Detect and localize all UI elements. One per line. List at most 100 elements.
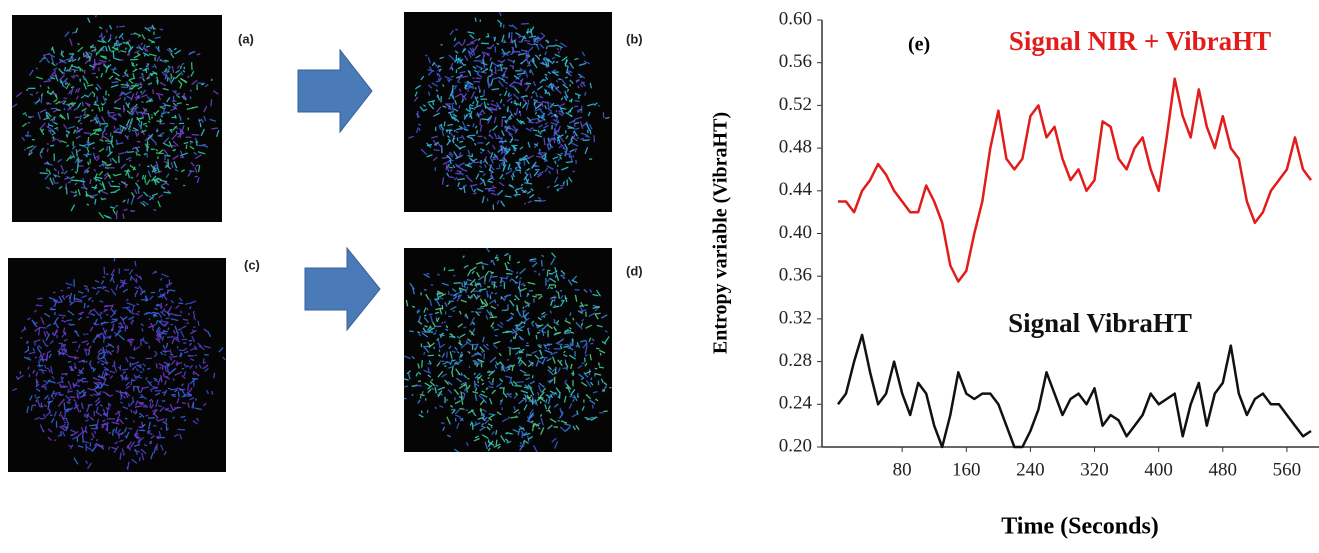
series-line	[838, 79, 1311, 282]
texture-stroke	[470, 284, 473, 285]
texture-stroke	[418, 381, 421, 382]
texture-stroke	[535, 112, 536, 115]
panel-label: (c)	[244, 257, 260, 272]
texture-stroke	[581, 326, 582, 329]
texture-stroke	[114, 258, 115, 261]
texture-stroke	[190, 96, 191, 99]
texture-stroke	[500, 285, 503, 286]
texture-stroke	[450, 76, 453, 77]
texture-stroke	[114, 126, 115, 129]
texture-stroke	[69, 61, 72, 62]
texture-stroke	[71, 87, 74, 88]
texture-stroke	[110, 158, 111, 162]
texture-stroke	[189, 171, 195, 172]
texture-stroke	[46, 113, 49, 114]
texture-stroke	[143, 407, 149, 408]
texture-stroke	[82, 101, 83, 106]
texture-stroke	[533, 100, 535, 101]
texture-stroke	[503, 178, 505, 179]
texture-stroke	[104, 337, 105, 343]
texture-stroke	[86, 142, 90, 143]
texture-stroke	[524, 441, 525, 444]
texture-stroke	[129, 428, 133, 429]
texture-stroke	[211, 128, 217, 129]
texture-stroke	[548, 60, 549, 66]
texture-stroke	[448, 291, 449, 295]
texture-stroke	[104, 267, 105, 274]
texture-stroke	[512, 366, 513, 371]
texture-stroke	[577, 137, 578, 139]
texture-stroke	[580, 139, 584, 140]
texture-stroke	[80, 123, 82, 124]
line-chart: (e) Time (Seconds) Entropy variable (Vib…	[710, 8, 1319, 539]
texture-stroke	[519, 111, 520, 113]
y-tick-label: 0.48	[779, 136, 812, 157]
texture-stroke	[468, 135, 476, 136]
texture-stroke	[447, 399, 448, 401]
texture-stroke	[590, 343, 593, 344]
texture-stroke	[94, 93, 95, 97]
texture-stroke	[467, 125, 470, 126]
texture-stroke	[112, 136, 113, 143]
texture-stroke	[48, 397, 49, 400]
texture-stroke	[72, 342, 77, 343]
texture-stroke	[68, 324, 70, 325]
texture-stroke	[163, 372, 164, 376]
texture-stroke	[475, 162, 480, 163]
texture-stroke	[142, 328, 143, 331]
texture-stroke	[578, 86, 579, 88]
texture-stroke	[188, 355, 191, 356]
texture-stroke	[527, 65, 531, 66]
texture-stroke	[168, 328, 169, 330]
texture-stroke	[480, 96, 483, 97]
texture-stroke	[80, 115, 81, 119]
texture-stroke	[488, 378, 490, 379]
texture-stroke	[463, 327, 466, 328]
texture-stroke	[455, 29, 458, 30]
texture-stroke	[550, 288, 553, 289]
texture-stroke	[145, 69, 146, 71]
texture-stroke	[510, 417, 516, 418]
texture-stroke	[537, 36, 538, 41]
texture-stroke	[125, 418, 127, 419]
legend-label: Signal NIR + VibraHT	[1009, 26, 1271, 56]
texture-stroke	[546, 410, 550, 411]
texture-stroke	[477, 308, 484, 309]
texture-stroke	[128, 462, 129, 469]
texture-stroke	[64, 422, 66, 423]
texture-stroke	[428, 364, 431, 365]
texture-stroke	[490, 317, 498, 318]
texture-stroke	[483, 413, 484, 419]
texture-stroke	[84, 303, 85, 308]
texture-stroke	[164, 354, 166, 355]
texture-stroke	[48, 130, 54, 131]
texture-stroke	[422, 360, 423, 368]
texture-stroke	[100, 121, 101, 127]
texture-stroke	[424, 352, 425, 355]
texture-stroke	[495, 257, 498, 258]
texture-stroke	[495, 67, 496, 72]
texture-stroke	[570, 110, 571, 113]
texture-stroke	[122, 307, 130, 308]
texture-stroke	[518, 412, 520, 413]
texture-stroke	[186, 104, 189, 105]
texture-stroke	[194, 314, 195, 316]
texture-stroke	[508, 51, 510, 52]
texture-stroke	[111, 192, 117, 193]
texture-stroke	[560, 185, 565, 186]
texture-stroke	[599, 367, 604, 368]
y-tick-label: 0.56	[779, 51, 812, 72]
texture-stroke	[203, 362, 205, 363]
texture-stroke	[588, 130, 589, 133]
x-tick-label: 160	[952, 459, 981, 480]
texture-stroke	[453, 86, 457, 87]
texture-stroke	[122, 369, 128, 370]
texture-stroke	[167, 289, 168, 294]
texture-stroke	[131, 177, 133, 178]
texture-stroke	[35, 357, 37, 358]
texture-stroke	[139, 403, 144, 404]
texture-stroke	[536, 335, 537, 339]
texture-stroke	[427, 410, 428, 413]
texture-stroke	[546, 66, 549, 67]
